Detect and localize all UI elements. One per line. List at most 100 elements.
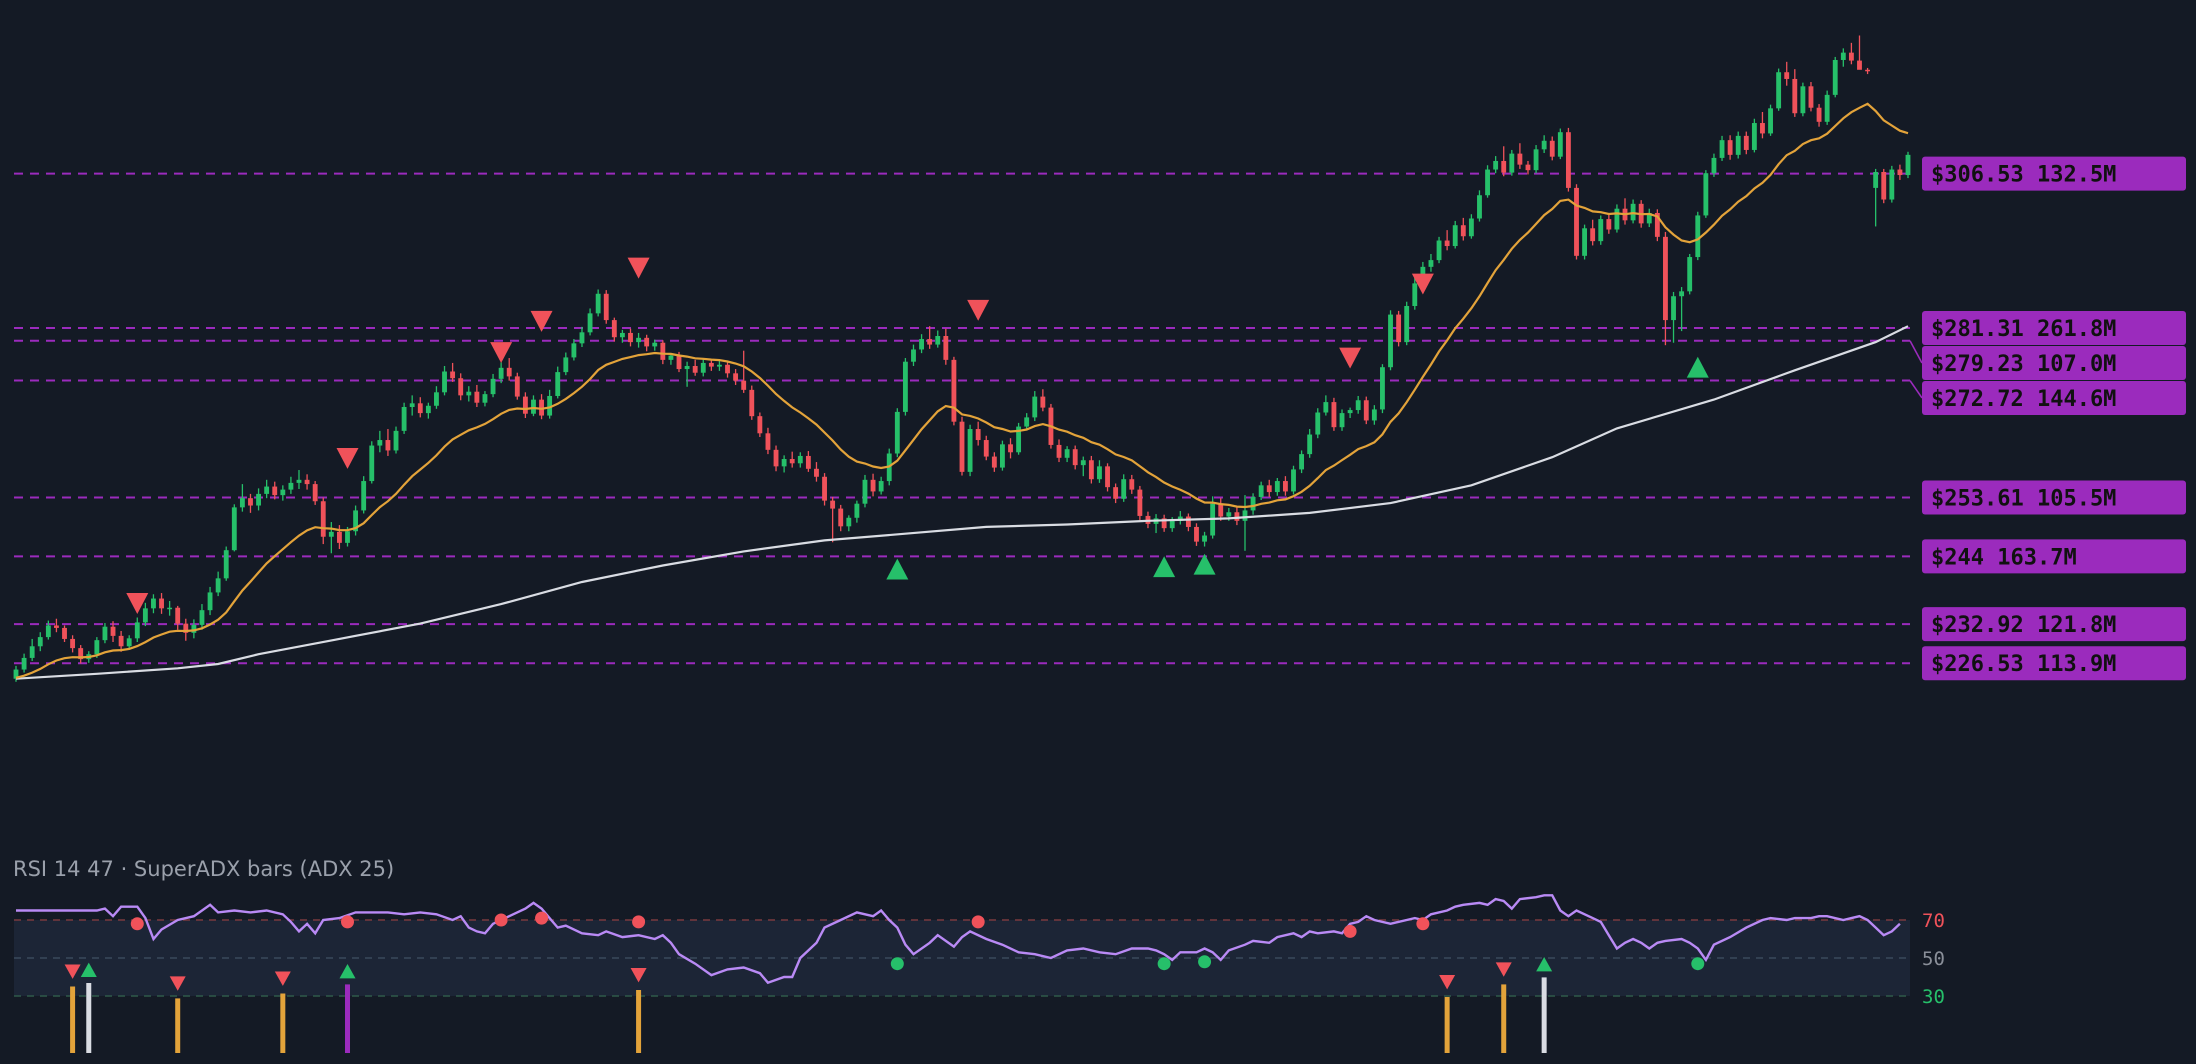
candle-body <box>1727 140 1733 155</box>
candle-body <box>288 482 294 490</box>
candle <box>361 476 367 514</box>
candle-body <box>1768 108 1773 134</box>
candle <box>1606 214 1612 234</box>
rsi-signal-dot <box>341 915 355 929</box>
candle-body <box>1582 228 1588 256</box>
candle <box>514 372 520 400</box>
candle <box>1848 42 1854 65</box>
rsi-signal-dot <box>890 957 904 971</box>
candle <box>1008 438 1013 459</box>
candle <box>1185 513 1191 532</box>
candle-body <box>1873 171 1879 188</box>
candle <box>1533 145 1539 174</box>
candle-body <box>1703 173 1709 216</box>
candle <box>595 289 601 317</box>
candle-body <box>1064 449 1070 458</box>
candle <box>272 481 278 500</box>
level-label-box <box>1922 539 2186 574</box>
candle <box>757 412 763 437</box>
candle <box>401 402 407 434</box>
level-label: $279.23 107.0M <box>1931 352 2116 377</box>
candle <box>191 619 197 639</box>
candle <box>1468 214 1474 239</box>
candle-body <box>983 440 989 457</box>
candle-body <box>134 622 140 639</box>
candle <box>1525 160 1531 175</box>
candle-body <box>991 456 997 468</box>
candle-body <box>1857 60 1862 70</box>
level-label-box <box>1922 480 2186 515</box>
candle <box>708 359 714 371</box>
candle-body <box>595 293 601 314</box>
candle <box>1905 151 1911 179</box>
level-label-box <box>1922 646 2186 681</box>
candle <box>1339 409 1345 431</box>
candle <box>1380 364 1385 414</box>
sell-marker-icon <box>967 299 990 321</box>
candle <box>288 476 294 494</box>
rsi-signal-dot <box>535 911 549 925</box>
candle-body <box>1735 135 1741 155</box>
candle <box>1137 485 1143 521</box>
candle <box>951 356 957 426</box>
candle-body <box>21 657 27 670</box>
candle <box>563 352 569 376</box>
candle-body <box>684 365 690 370</box>
candle-body <box>1080 460 1086 466</box>
candle-body <box>1404 306 1410 343</box>
price-pane[interactable]: $306.53 132.5M $281.31 261.8M $279.23 107.… <box>13 35 2186 682</box>
buy-marker-icon <box>1686 356 1709 378</box>
candle-body <box>13 669 19 679</box>
candle-body <box>1525 164 1531 171</box>
candle <box>547 389 553 419</box>
candle <box>159 593 164 614</box>
candle-body <box>1032 396 1038 418</box>
candle-body <box>1719 140 1725 158</box>
candle <box>1444 230 1450 251</box>
candle <box>1509 149 1515 176</box>
candle-body <box>1468 218 1474 237</box>
candle <box>1784 61 1790 86</box>
candle <box>1711 153 1717 177</box>
candle-body <box>628 332 633 343</box>
adx-bar <box>345 984 351 1053</box>
rsi-plot: 70 50 30 <box>14 894 1945 1053</box>
candle-body <box>1760 123 1765 134</box>
candle-body <box>466 391 472 396</box>
adx-sell-marker-icon <box>1439 975 1456 990</box>
candle <box>1396 310 1402 347</box>
candle-body <box>1751 123 1757 150</box>
candle <box>1088 455 1094 484</box>
candle <box>353 505 359 536</box>
candle <box>320 497 326 545</box>
candle <box>1840 48 1846 67</box>
level-label: $281.31 261.8M <box>1931 317 2116 342</box>
rsi-signal-dot <box>1416 917 1430 931</box>
candle-body <box>54 625 59 628</box>
candle <box>1024 413 1030 431</box>
candle-body <box>1040 396 1046 408</box>
candle-body <box>676 355 682 370</box>
candle-body <box>878 481 884 492</box>
rsi-line <box>16 894 1901 985</box>
candle <box>498 362 504 384</box>
candle-body <box>1121 479 1127 499</box>
candle <box>45 620 51 640</box>
candle-body <box>1784 72 1790 79</box>
candle-body <box>377 440 383 446</box>
candle <box>1064 446 1070 463</box>
candle-body <box>789 459 795 464</box>
candle <box>531 395 536 417</box>
candle-body <box>1177 516 1183 521</box>
candle-body <box>1016 426 1022 453</box>
candle-body <box>539 399 544 416</box>
candle <box>102 623 108 644</box>
candle-body <box>959 421 965 472</box>
candle <box>943 328 949 365</box>
rsi-pane[interactable]: RSI 14 47 · SuperADX bars (ADX 25) 70 50 3… <box>13 857 1945 1053</box>
candle-body <box>644 337 650 347</box>
candle <box>199 604 205 630</box>
candle-body <box>733 373 739 381</box>
candle <box>717 360 722 371</box>
